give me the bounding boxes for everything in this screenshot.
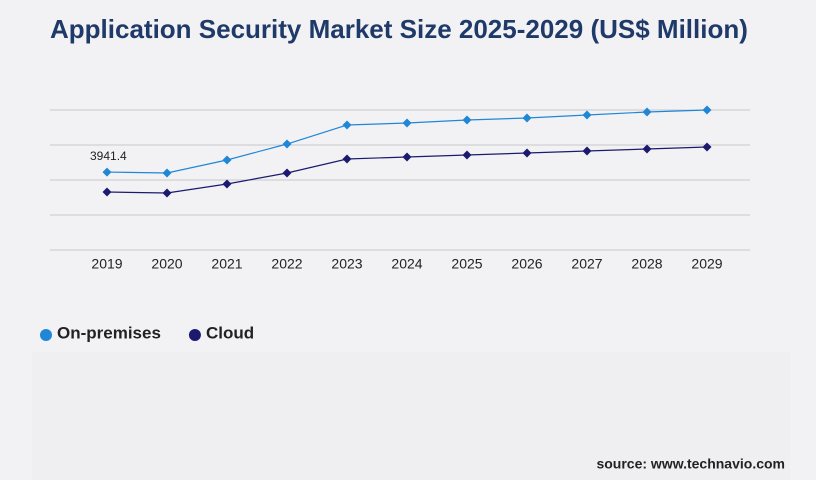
marker [702,142,712,152]
chart-title: Application Security Market Size 2025-20… [50,14,748,44]
marker [222,179,232,189]
panel [32,352,790,480]
marker [342,154,352,164]
marker [522,148,532,158]
legend-label: On-premises [57,323,161,342]
marker [162,168,172,178]
x-tick-label: 2026 [511,256,542,272]
marker [222,155,232,165]
marker [402,152,412,162]
marker [462,150,472,160]
legend-marker [188,329,201,341]
x-tick-label: 2028 [631,256,662,272]
x-tick-label: 2022 [271,256,302,272]
marker [702,105,712,115]
marker [102,187,112,197]
marker [402,118,412,128]
x-tick-label: 2019 [91,256,122,272]
x-tick-label: 2021 [211,256,242,272]
x-tick-label: 2023 [331,256,362,272]
x-tick-label: 2025 [451,256,482,272]
marker [462,115,472,125]
marker [522,113,532,123]
x-tick-label: 2029 [691,256,722,272]
data-label: 3941.4 [90,149,127,163]
marker [282,139,292,149]
marker [642,144,652,154]
marker [582,146,592,156]
marker [162,188,172,198]
source: source: www.technavio.com [596,456,785,472]
marker [582,110,592,120]
x-tick-label: 2024 [391,256,422,272]
x-tick-label: 2027 [571,256,602,272]
marker [282,168,292,178]
x-tick-label: 2020 [151,256,182,272]
marker [342,120,352,130]
marker [642,107,652,117]
marker [102,167,112,177]
legend-marker [40,329,52,341]
legend-label: Cloud [206,323,254,342]
